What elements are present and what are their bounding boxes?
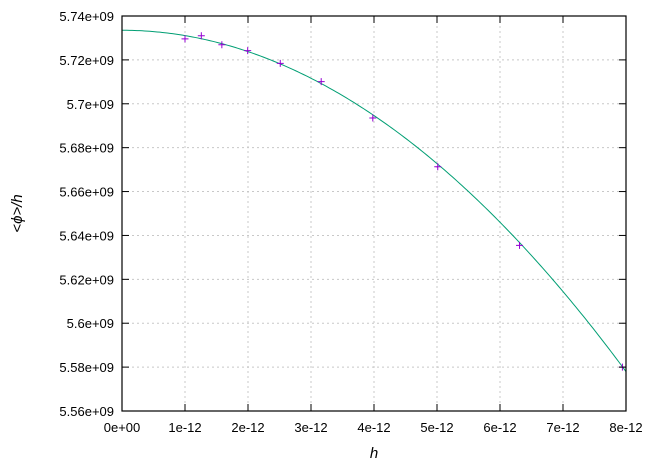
y-axis-label: <ϕ>/h xyxy=(9,194,26,232)
x-tick-label: 1e-12 xyxy=(168,420,201,435)
fit-curve xyxy=(121,29,627,372)
y-tick-label: 5.74e+09 xyxy=(59,9,114,24)
data-point xyxy=(181,35,189,43)
y-tick-labels: 5.56e+09 5.58e+09 5.6e+09 5.62e+09 5.64e+09 5… xyxy=(59,9,114,419)
x-axis-label: h xyxy=(370,445,378,462)
x-tick-label: 3e-12 xyxy=(294,420,327,435)
x-tick-labels: 0e+00 1e-12 2e-12 3e-12 4e-12 5e-12 6e-12 7e-12… xyxy=(104,420,643,435)
x-tick-label: 2e-12 xyxy=(231,420,264,435)
x-tick-label: 6e-12 xyxy=(483,420,516,435)
y-tick-label: 5.66e+09 xyxy=(59,185,114,200)
y-tick-label: 5.56e+09 xyxy=(59,404,114,419)
x-tick-label: 5e-12 xyxy=(420,420,453,435)
data-points-group xyxy=(181,32,626,371)
data-point xyxy=(369,114,377,122)
fit-curve-group xyxy=(121,29,627,372)
data-point xyxy=(244,47,252,55)
x-tick-label: 8e-12 xyxy=(609,420,642,435)
y-tick-label: 5.64e+09 xyxy=(59,228,114,243)
x-tick-label: 4e-12 xyxy=(357,420,390,435)
x-tick-label: 7e-12 xyxy=(546,420,579,435)
data-point xyxy=(197,32,205,40)
data-point xyxy=(218,41,226,49)
y-tick-label: 5.68e+09 xyxy=(59,141,114,156)
data-point xyxy=(317,78,325,86)
x-tick-label: 0e+00 xyxy=(104,420,141,435)
y-tick-label: 5.58e+09 xyxy=(59,360,114,375)
y-tick-label: 5.62e+09 xyxy=(59,272,114,287)
tick-marks xyxy=(121,15,627,412)
y-tick-label: 5.6e+09 xyxy=(67,316,114,331)
grid-lines xyxy=(122,16,626,411)
y-tick-label: 5.72e+09 xyxy=(59,53,114,68)
data-point xyxy=(434,163,442,171)
data-point xyxy=(516,241,524,249)
data-point xyxy=(276,59,284,67)
y-tick-label: 5.7e+09 xyxy=(67,97,114,112)
